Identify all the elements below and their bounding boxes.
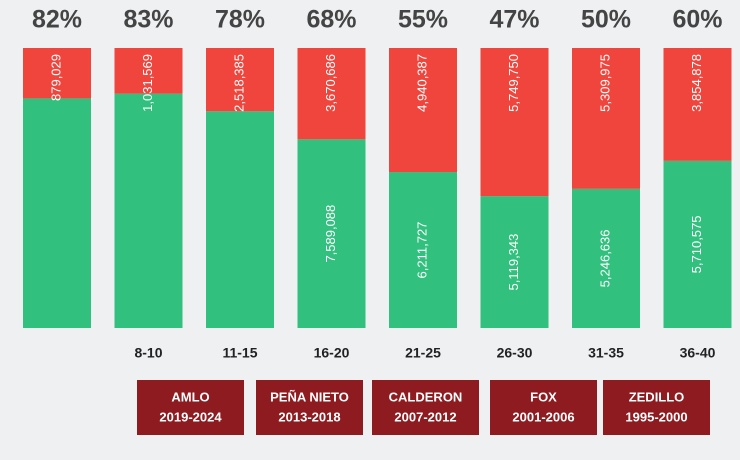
bar-segment (572, 188, 640, 328)
group-years: 2019-2024 (159, 409, 222, 424)
data-label: 2,518,385 (231, 54, 246, 112)
percent-label: 78% (215, 6, 265, 34)
bar-segment (114, 48, 183, 94)
bar-segment (206, 48, 274, 112)
bar-segment (389, 48, 457, 173)
group-years: 2001-2006 (512, 409, 574, 424)
percent-label: 55% (398, 6, 448, 34)
data-label: 879,029 (48, 54, 63, 101)
bar-segment (297, 139, 366, 328)
data-label: 6,211,727 (414, 222, 429, 279)
group-box (372, 380, 479, 435)
x-tick-label: 26-30 (497, 345, 533, 361)
percent-label: 82% (32, 6, 82, 34)
data-label: 5,119,343 (506, 234, 521, 291)
data-label: 5,749,750 (506, 54, 521, 112)
percent-label: 50% (581, 6, 631, 34)
data-label: 5,309,975 (597, 54, 612, 112)
data-label: 5,246,636 (597, 229, 612, 287)
percent-label: 60% (672, 6, 722, 34)
group-name: FOX (530, 389, 557, 404)
x-tick-label: 31-35 (588, 345, 624, 361)
data-label: 1,031,569 (140, 54, 155, 112)
bar-segment (572, 48, 640, 189)
group-name: AMLO (171, 389, 209, 404)
percent-label: 68% (306, 6, 356, 34)
bar-segment (389, 172, 457, 328)
bar-segment (480, 196, 549, 328)
data-label: 3,670,686 (323, 54, 338, 112)
group-years: 2013-2018 (278, 409, 340, 424)
bar-segment (23, 98, 91, 329)
bar-segment (663, 48, 732, 161)
bar-segment (480, 48, 549, 197)
percent-label: 47% (489, 6, 539, 34)
x-tick-label: 21-25 (405, 345, 441, 361)
group-name: PEÑA NIETO (270, 389, 349, 404)
x-tick-label: 8-10 (134, 345, 162, 361)
group-name: ZEDILLO (629, 389, 685, 404)
data-label: 7,589,088 (323, 205, 338, 263)
group-box (256, 380, 363, 435)
x-tick-label: 36-40 (680, 345, 716, 361)
percent-label: 83% (123, 6, 173, 34)
group-name: CALDERON (389, 389, 463, 404)
data-label: 3,854,878 (689, 54, 704, 112)
bar-segment (114, 93, 183, 328)
group-years: 1995-2000 (625, 409, 687, 424)
x-tick-label: 16-20 (314, 345, 350, 361)
data-label: 5,710,575 (689, 215, 704, 273)
x-tick-label: 11-15 (222, 345, 257, 361)
group-box (603, 380, 710, 435)
bar-segment (206, 111, 274, 329)
bar-segment (297, 48, 366, 140)
data-label: 4,940,387 (414, 54, 429, 112)
group-box (490, 380, 597, 435)
group-years: 2007-2012 (394, 409, 456, 424)
group-box (137, 380, 244, 435)
bar-segment (23, 48, 91, 99)
bar-segment (663, 160, 732, 328)
